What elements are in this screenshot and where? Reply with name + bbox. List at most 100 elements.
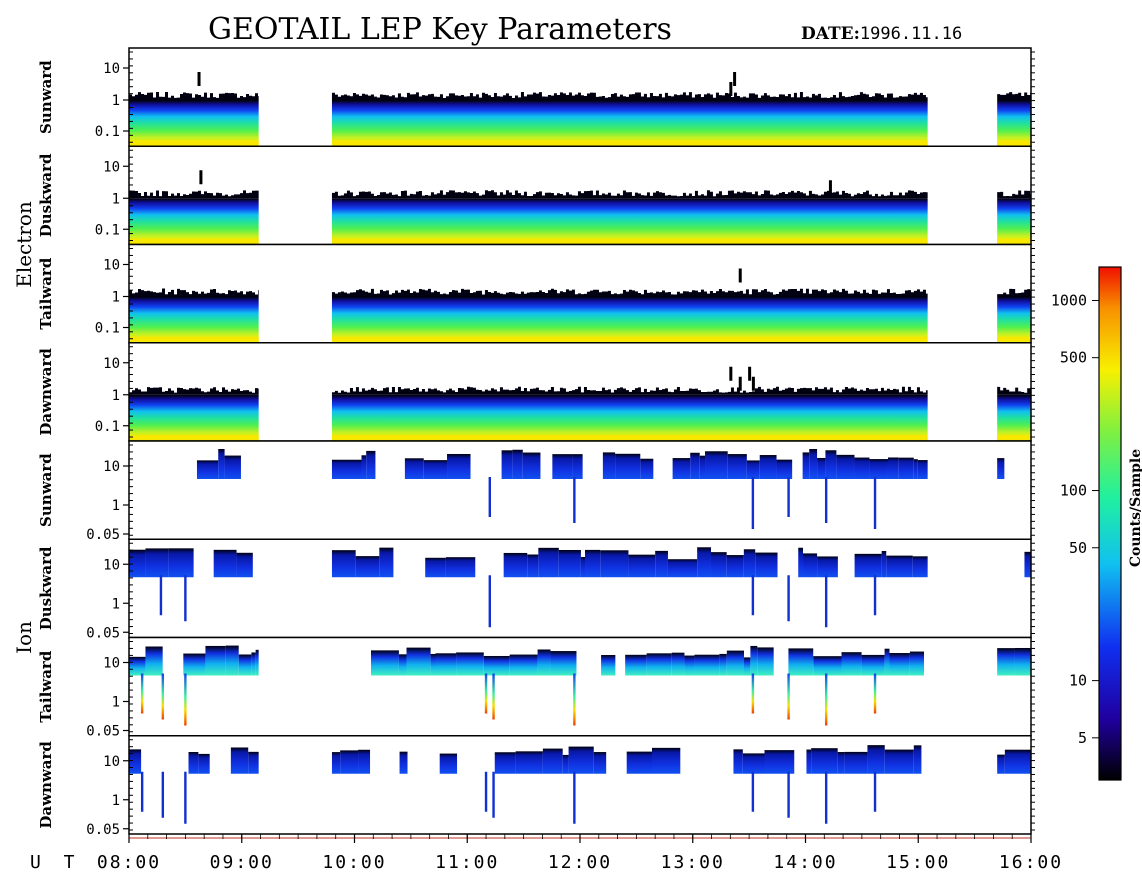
ion-patch <box>811 748 838 774</box>
spike <box>161 673 165 720</box>
band-edge <box>997 190 1031 199</box>
ion-patch <box>655 550 668 578</box>
band-edge <box>997 92 1031 100</box>
ion-patch <box>550 651 577 676</box>
ion-patch <box>909 651 925 676</box>
ion-patch <box>145 548 169 578</box>
y-tick-label: 0.1 <box>95 321 120 337</box>
ut-axis: U T 08:00 09:00 10:00 11:00 12:00 13:00 14:00 15… <box>30 834 1061 873</box>
band-floor <box>331 140 928 146</box>
x-tick-label: 12:00 <box>548 852 612 873</box>
ion-patch <box>836 454 855 479</box>
band-floor <box>997 435 1031 440</box>
spike <box>873 575 877 616</box>
ion-patch <box>817 457 826 479</box>
ion-patch <box>913 745 922 774</box>
spike <box>787 575 790 622</box>
ion-patch <box>898 457 914 479</box>
ion-patch <box>881 551 887 578</box>
band-edge <box>997 288 1031 297</box>
date-label-prefix: DATE: <box>801 24 860 44</box>
ion-patch <box>379 547 394 578</box>
ion-patch <box>331 550 356 578</box>
ion-patch <box>188 752 199 774</box>
ion-patch <box>183 653 206 676</box>
x-tick-label: 13:00 <box>661 852 725 873</box>
ion-patch <box>917 460 928 479</box>
panel-label: Sunward <box>37 453 55 527</box>
ion-patch <box>404 458 424 479</box>
band-edge <box>331 288 928 297</box>
ion-patch <box>1014 647 1031 676</box>
band-floor <box>331 336 928 342</box>
spike <box>573 477 576 523</box>
ion-patch <box>889 653 910 676</box>
ion-patch <box>798 547 804 578</box>
ion-patch <box>884 648 890 676</box>
spectrum-band <box>997 100 1031 147</box>
ion-patch <box>600 550 629 578</box>
colorbar-tick-label: 5 <box>1078 729 1087 747</box>
spike <box>184 575 187 622</box>
spectrum-band <box>129 198 259 245</box>
y-tick-label: 10 <box>103 159 120 175</box>
ion-patch <box>593 752 607 774</box>
ion-patch <box>1024 551 1031 578</box>
ion-patch <box>447 453 471 479</box>
ion-patch <box>552 454 573 479</box>
ion-patch <box>1004 749 1031 774</box>
group-label-ion: Ion <box>12 621 36 654</box>
ion-patch <box>248 751 259 774</box>
band-floor <box>129 140 259 146</box>
spike <box>824 673 828 726</box>
data-segment-2 <box>997 647 1031 676</box>
ion-patch <box>671 652 685 676</box>
panel-label: Dawnward <box>37 348 55 436</box>
band-edge <box>129 387 259 395</box>
ion-patch <box>727 454 747 479</box>
x-axis-label: U T <box>30 852 81 873</box>
panel-electron-sunward: 10 1 0.1 Sunward <box>37 47 1035 147</box>
ion-patch <box>168 548 194 578</box>
spike <box>828 180 832 195</box>
ion-patch <box>494 752 516 774</box>
spike <box>787 477 790 517</box>
band-edge <box>129 92 259 100</box>
band-edge <box>997 386 1031 395</box>
panel-label: Sunward <box>37 60 55 134</box>
band-edge <box>129 190 259 199</box>
band-floor <box>997 140 1031 146</box>
spike <box>751 673 755 714</box>
panel-electron-dawnward: 10 1 0.1 Dawnward <box>37 342 1035 442</box>
spike <box>492 673 495 720</box>
ion-patch <box>997 458 1005 479</box>
spike <box>824 477 828 523</box>
ion-patch <box>585 549 601 578</box>
spike <box>161 771 165 818</box>
ion-patch <box>423 460 448 479</box>
spike <box>751 771 755 812</box>
spike <box>573 673 576 726</box>
y-tick-label: 10 <box>103 356 120 372</box>
panel-electron-duskward: 10 1 0.1 Duskward <box>37 145 1035 246</box>
ion-patch <box>509 654 538 676</box>
spectrum-band <box>997 296 1031 343</box>
ion-patch <box>196 460 219 479</box>
ion-patch <box>198 753 210 774</box>
ion-patch <box>501 450 513 479</box>
data-segment-1 <box>370 645 925 676</box>
ion-patch <box>726 555 744 578</box>
data-segment-2 <box>1024 551 1031 578</box>
ion-patch <box>699 455 706 479</box>
date-label: DATE:1996.11.16 <box>801 24 962 44</box>
ion-patch <box>744 657 751 676</box>
ion-patch <box>755 552 778 578</box>
ion-patch <box>398 654 407 676</box>
panel-background <box>129 637 1031 736</box>
ion-patch <box>710 552 727 578</box>
ion-patch <box>483 655 510 676</box>
ion-patch <box>355 556 380 578</box>
ion-patch <box>236 552 253 578</box>
ion-patch <box>837 752 845 774</box>
